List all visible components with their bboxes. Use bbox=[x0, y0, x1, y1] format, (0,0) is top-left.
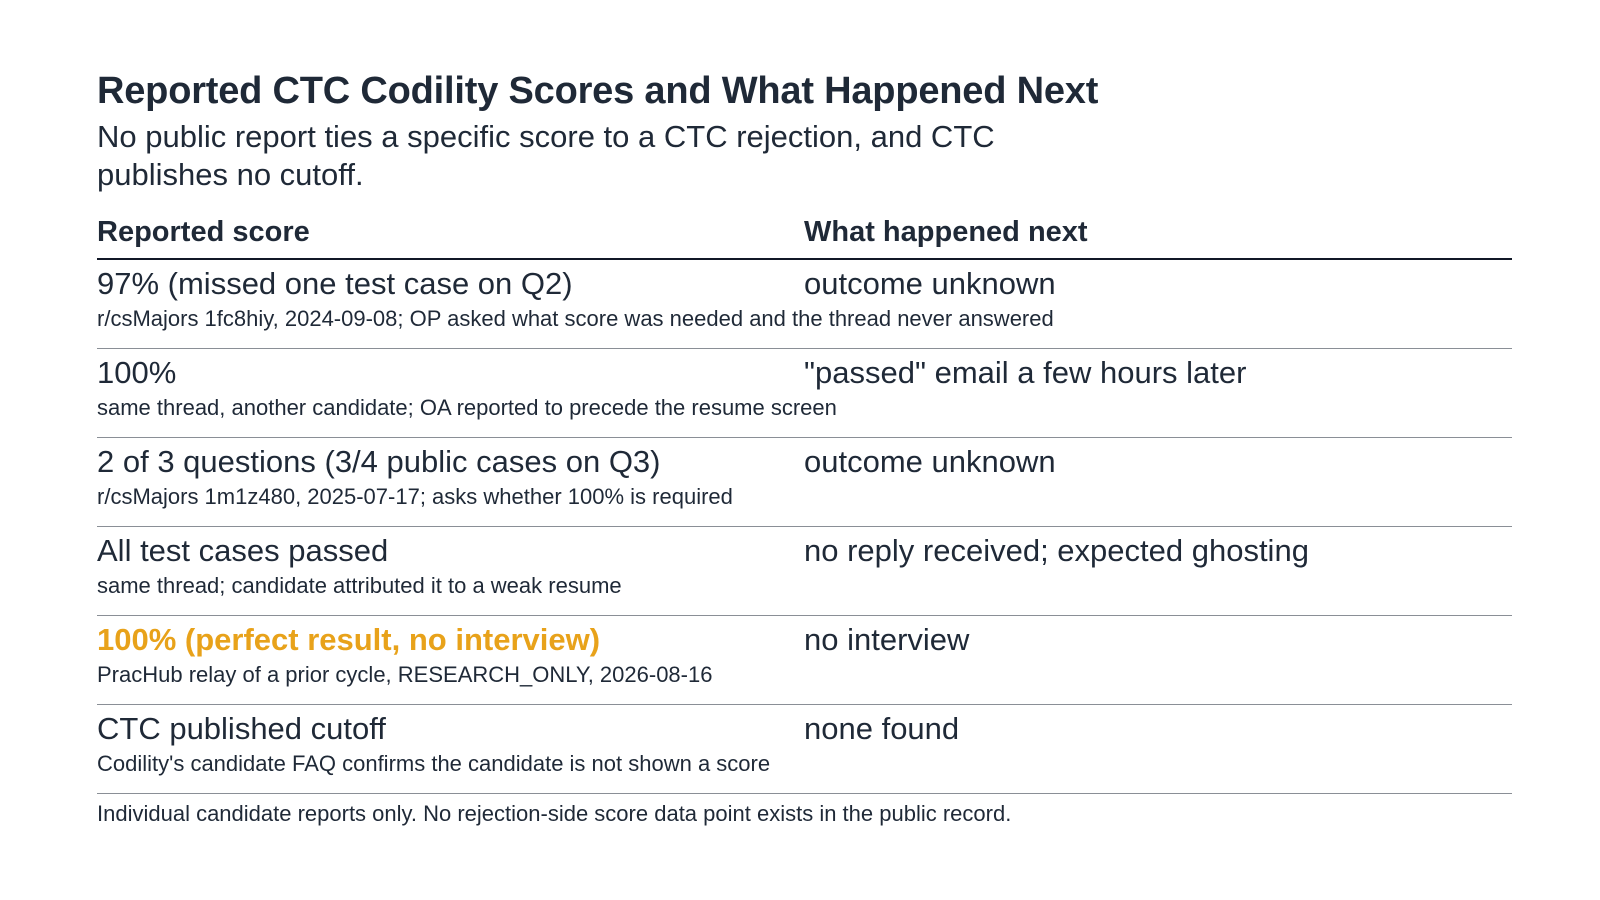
row-outcome: none found bbox=[804, 711, 960, 746]
table-row: 97% (missed one test case on Q2) outcome… bbox=[97, 260, 1512, 349]
row-outcome: outcome unknown bbox=[804, 266, 1056, 301]
page-subtitle: No public report ties a specific score t… bbox=[97, 119, 995, 192]
row-source-note: same thread; candidate attributed it to … bbox=[97, 573, 622, 598]
footnote: Individual candidate reports only. No re… bbox=[97, 801, 1012, 826]
table-header: Reported score What happened next bbox=[97, 214, 1512, 260]
header-what-happened-next: What happened next bbox=[804, 216, 1088, 248]
row-outcome: outcome unknown bbox=[804, 444, 1056, 479]
row-score: 2 of 3 questions (3/4 public cases on Q3… bbox=[97, 444, 661, 479]
table-row: 2 of 3 questions (3/4 public cases on Q3… bbox=[97, 438, 1512, 527]
scores-table: Reported score What happened next 97% (m… bbox=[97, 214, 1512, 794]
row-score: All test cases passed bbox=[97, 533, 389, 568]
report-page: Reported CTC Codility Scores and What Ha… bbox=[97, 68, 1512, 828]
row-outcome: no reply received; expected ghosting bbox=[804, 533, 1309, 568]
row-outcome: no interview bbox=[804, 622, 970, 657]
row-score: 97% (missed one test case on Q2) bbox=[97, 266, 573, 301]
row-score: CTC published cutoff bbox=[97, 711, 386, 746]
page-title: Reported CTC Codility Scores and What Ha… bbox=[97, 70, 1099, 112]
row-source-note: r/csMajors 1fc8hiy, 2024-09-08; OP asked… bbox=[97, 306, 1054, 331]
header-reported-score: Reported score bbox=[97, 216, 310, 248]
row-source-note: PracHub relay of a prior cycle, RESEARCH… bbox=[97, 662, 713, 687]
row-score-highlighted: 100% (perfect result, no interview) bbox=[97, 622, 601, 657]
table-row: CTC published cutoff none found Codility… bbox=[97, 705, 1512, 794]
row-source-note: Codility's candidate FAQ confirms the ca… bbox=[97, 751, 771, 776]
row-score: 100% bbox=[97, 355, 177, 390]
table-row: 100% "passed" email a few hours later sa… bbox=[97, 349, 1512, 438]
table-row-highlighted: 100% (perfect result, no interview) no i… bbox=[97, 616, 1512, 705]
row-outcome: "passed" email a few hours later bbox=[804, 355, 1247, 390]
table-row: All test cases passed no reply received;… bbox=[97, 527, 1512, 616]
row-source-note: same thread, another candidate; OA repor… bbox=[97, 395, 837, 420]
row-source-note: r/csMajors 1m1z480, 2025-07-17; asks whe… bbox=[97, 484, 733, 509]
